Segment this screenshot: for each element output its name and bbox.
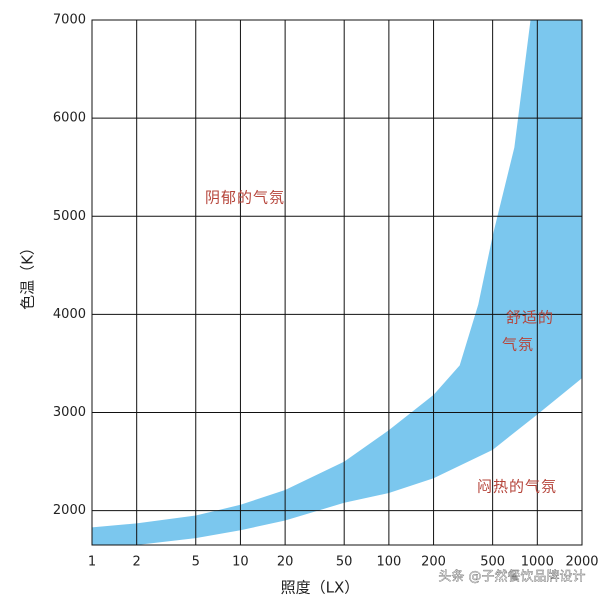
x-tick-label: 10 (232, 555, 249, 570)
y-tick-label: 7000 (53, 13, 86, 28)
y-tick-label: 4000 (53, 307, 86, 322)
x-tick-label: 200 (421, 555, 446, 570)
x-tick-label: 500 (480, 555, 505, 570)
x-tick-label: 1 (88, 555, 96, 570)
comfort-band (92, 20, 582, 545)
y-tick-label: 6000 (53, 111, 86, 126)
y-axis-label: 色温（K） (19, 240, 37, 310)
region-label: 舒适的 (506, 309, 554, 327)
x-tick-label: 20 (277, 555, 294, 570)
x-axis-label: 照度（LX） (281, 579, 360, 597)
y-tick-label: 5000 (53, 209, 86, 224)
y-tick-label: 2000 (53, 503, 86, 518)
x-tick-label: 100 (376, 555, 401, 570)
region-label: 阴郁的气氛 (205, 189, 285, 207)
x-tick-label: 1000 (521, 555, 554, 570)
region-label: 气氛 (502, 336, 534, 354)
x-tick-label: 2000 (565, 555, 598, 570)
region-label: 闷热的气氛 (477, 478, 557, 496)
y-tick-label: 3000 (53, 405, 86, 420)
plot-border (91, 19, 583, 546)
watermark: 头条 @子然餐饮品牌设计 (438, 569, 585, 585)
x-tick-label: 5 (192, 555, 200, 570)
x-tick-label: 2 (133, 555, 141, 570)
x-tick-label: 50 (336, 555, 353, 570)
